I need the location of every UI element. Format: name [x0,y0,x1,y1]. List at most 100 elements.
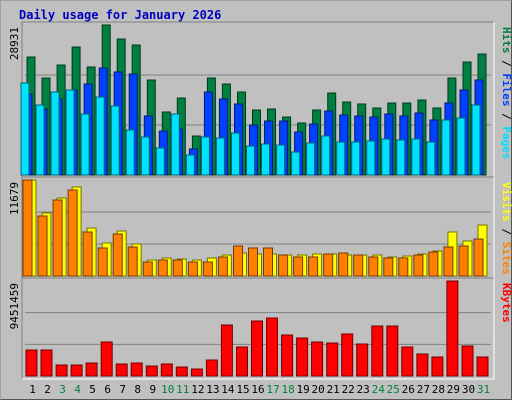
kbytes-bar [416,353,429,377]
pages-bar [351,141,361,176]
x-tick-label: 7 [119,383,126,396]
x-tick-label: 14 [221,383,235,396]
kbytes-bar [326,342,339,377]
x-tick-label: 31 [477,383,490,396]
sites-bar [202,261,213,277]
pages-bar [441,119,451,176]
kbytes-panel: 9451459 KBytes [8,277,512,380]
pages-bar [140,136,150,176]
sites-bar [323,253,334,277]
pages-bar [426,141,436,176]
x-tick-label: 15 [236,383,249,396]
kbytes-bar [296,337,309,377]
x-tick-label: 25 [387,383,400,396]
x-tick-label: 21 [327,383,340,396]
pages-bar [155,147,165,176]
sites-bar [293,256,304,277]
pages-bar [170,113,180,176]
kbytes-bar [476,356,489,377]
sites-bar [413,254,424,277]
visits-panel: 11679 Visits / Sites [8,176,512,280]
x-tick-label: 28 [432,383,445,396]
kbytes-bar [25,349,38,377]
x-tick-label: 13 [206,383,219,396]
x-tick-label: 9 [149,383,156,396]
kbytes-bar [236,346,248,377]
sites-bar [157,259,168,277]
x-tick-label: 19 [296,383,309,396]
sites-bar [82,231,93,277]
kbytes-bar [175,366,188,377]
kbytes-bar [115,363,128,377]
legend-pages: Pages [500,126,512,159]
pages-bar [336,141,346,176]
x-tick-label: 22 [342,383,355,396]
kbytes-bar [100,341,113,377]
legend-label: KBytes [500,283,512,323]
sites-bar [398,257,409,277]
legend-label: Hits / Files / Pages [500,27,512,160]
sites-bar [142,261,153,277]
pages-bar [110,105,120,176]
kbytes-bar [446,280,459,377]
pages-bar [231,132,240,176]
legend-files: Files [500,73,512,106]
kbytes-bar [205,359,218,377]
x-tick-label: 20 [311,383,324,396]
x-tick-label: 4 [74,383,81,396]
pages-bar [95,96,105,176]
pages-bar [411,138,421,176]
sites-bar [383,257,394,277]
x-tick-label: 10 [161,383,174,396]
pages-bar [306,142,316,176]
kbytes-bar [311,341,324,377]
kbytes-bar [341,333,354,377]
legend-label: Visits / Sites [500,182,512,275]
y-max-label: 9451459 [8,283,21,329]
x-tick-label: 26 [402,383,415,396]
sites-bar [278,254,289,277]
legend-visits: Visits [500,182,512,222]
kbytes-bar [266,317,278,377]
pages-bar [471,104,481,176]
kbytes-bar [386,325,399,377]
sites-bar [22,179,33,277]
legend-separator: / [500,54,512,74]
sites-bar [37,215,48,277]
x-tick-label: 24 [372,383,386,396]
pages-bar [321,135,331,176]
x-tick-label: 23 [357,383,370,396]
kbytes-bar [160,363,173,377]
sites-bar [172,259,183,277]
x-tick-label: 18 [281,383,294,396]
sites-bar [248,247,258,277]
hits-panel: 28931 Hits / Files / Pages [8,21,512,179]
kbytes-bar [130,362,143,377]
pages-bar [125,129,135,176]
legend-kbytes: KBytes [500,283,512,323]
sites-bar [233,245,243,277]
y-max-label: 28931 [8,27,21,60]
sites-bar [52,199,63,277]
kbytes-bar [145,365,158,377]
pages-bar [246,145,255,176]
x-tick-label: 12 [191,383,204,396]
x-tick-label: 17 [266,383,279,396]
x-tick-label: 3 [59,383,66,396]
sites-bar [368,256,379,277]
sites-bar [428,251,439,277]
kbytes-bar [190,368,203,377]
x-tick-label: 29 [447,383,460,396]
kbytes-bar [55,364,68,377]
pages-bar [80,113,90,176]
kbytes-bar [220,324,233,377]
pages-bar [50,91,60,176]
sites-bar [112,233,123,277]
kbytes-bar [40,349,53,377]
sites-bar [443,246,454,277]
pages-bar [65,89,75,176]
x-tick-label: 6 [104,383,111,396]
x-tick-label: 27 [417,383,430,396]
chart-title: Daily usage for January 2026 [19,8,221,22]
